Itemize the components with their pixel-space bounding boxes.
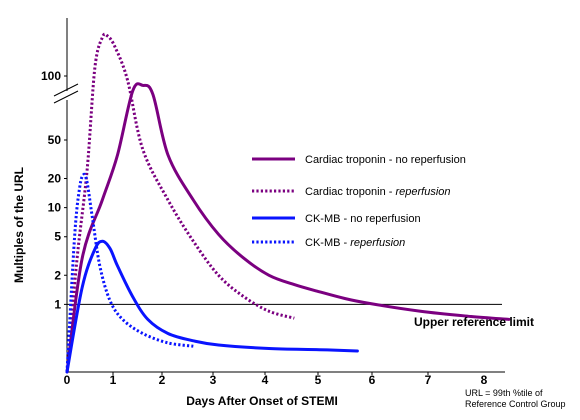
legend-label: CK-MB - no reperfusion (305, 213, 421, 225)
y-tick-label: 100 (41, 69, 61, 83)
legend-label-main: Cardiac troponin - (305, 154, 396, 166)
legend-label-main: Cardiac troponin - (305, 186, 396, 198)
axis-break-mark (53, 83, 79, 97)
note-line-2: Reference Control Group (465, 399, 566, 409)
legend-item-ckmb-no-reperfusion: CK-MB - no reperfusion (252, 213, 421, 225)
x-tick-label: 2 (159, 373, 166, 387)
x-tick-label: 5 (315, 373, 322, 387)
reference-line-label: Upper reference limit (414, 315, 534, 329)
series-group (65, 32, 511, 374)
y-tick-label: 2 (54, 268, 61, 282)
legend-label-suffix: no reperfusion (350, 213, 420, 225)
legend-item-troponin-no-reperfusion: Cardiac troponin - no reperfusion (252, 154, 466, 166)
x-tick-label: 8 (481, 373, 488, 387)
axis-break-mark (53, 90, 79, 104)
ckmb-no-reperfusion-line (65, 239, 359, 374)
x-tick-label: 4 (262, 373, 269, 387)
y-tick-label: 20 (48, 172, 62, 186)
axes: 1 2 5 10 20 50 100 0 1 2 3 4 5 6 7 8 (41, 18, 505, 387)
legend-item-ckmb-reperfusion: CK-MB - reperfusion (252, 237, 405, 249)
x-tick-label: 3 (210, 373, 217, 387)
y-tick-label: 50 (48, 133, 62, 147)
legend-label-suffix: no reperfusion (396, 154, 466, 166)
legend-label: Cardiac troponin - reperfusion (305, 186, 451, 198)
legend-label-suffix: reperfusion (396, 186, 451, 198)
legend-item-troponin-reperfusion: Cardiac troponin - reperfusion (252, 186, 451, 198)
legend-label-suffix: reperfusion (350, 237, 405, 249)
legend: Cardiac troponin - no reperfusionCardiac… (252, 154, 466, 249)
y-tick-label: 10 (48, 201, 62, 215)
legend-label: CK-MB - reperfusion (305, 237, 405, 249)
x-tick-label: 0 (64, 373, 71, 387)
x-tick-label: 7 (425, 373, 432, 387)
x-tick-label: 1 (110, 373, 117, 387)
y-axis-label: Multiples of the URL (12, 167, 26, 283)
ckmb-reperfusion-line (65, 172, 194, 373)
y-tick-label: 1 (54, 297, 61, 311)
legend-label: Cardiac troponin - no reperfusion (305, 154, 466, 166)
legend-label-main: CK-MB - (305, 237, 350, 249)
labels: Multiples of the URL Days After Onset of… (12, 167, 566, 409)
note-line-1: URL = 99th %tile of (465, 388, 543, 398)
legend-label-main: CK-MB - (305, 213, 350, 225)
y-tick-label: 5 (54, 230, 61, 244)
x-tick-label: 6 (369, 373, 376, 387)
troponin-no-reperfusion-line (65, 82, 511, 374)
x-axis-label: Days After Onset of STEMI (186, 394, 338, 408)
troponin-reperfusion-line (65, 32, 295, 373)
